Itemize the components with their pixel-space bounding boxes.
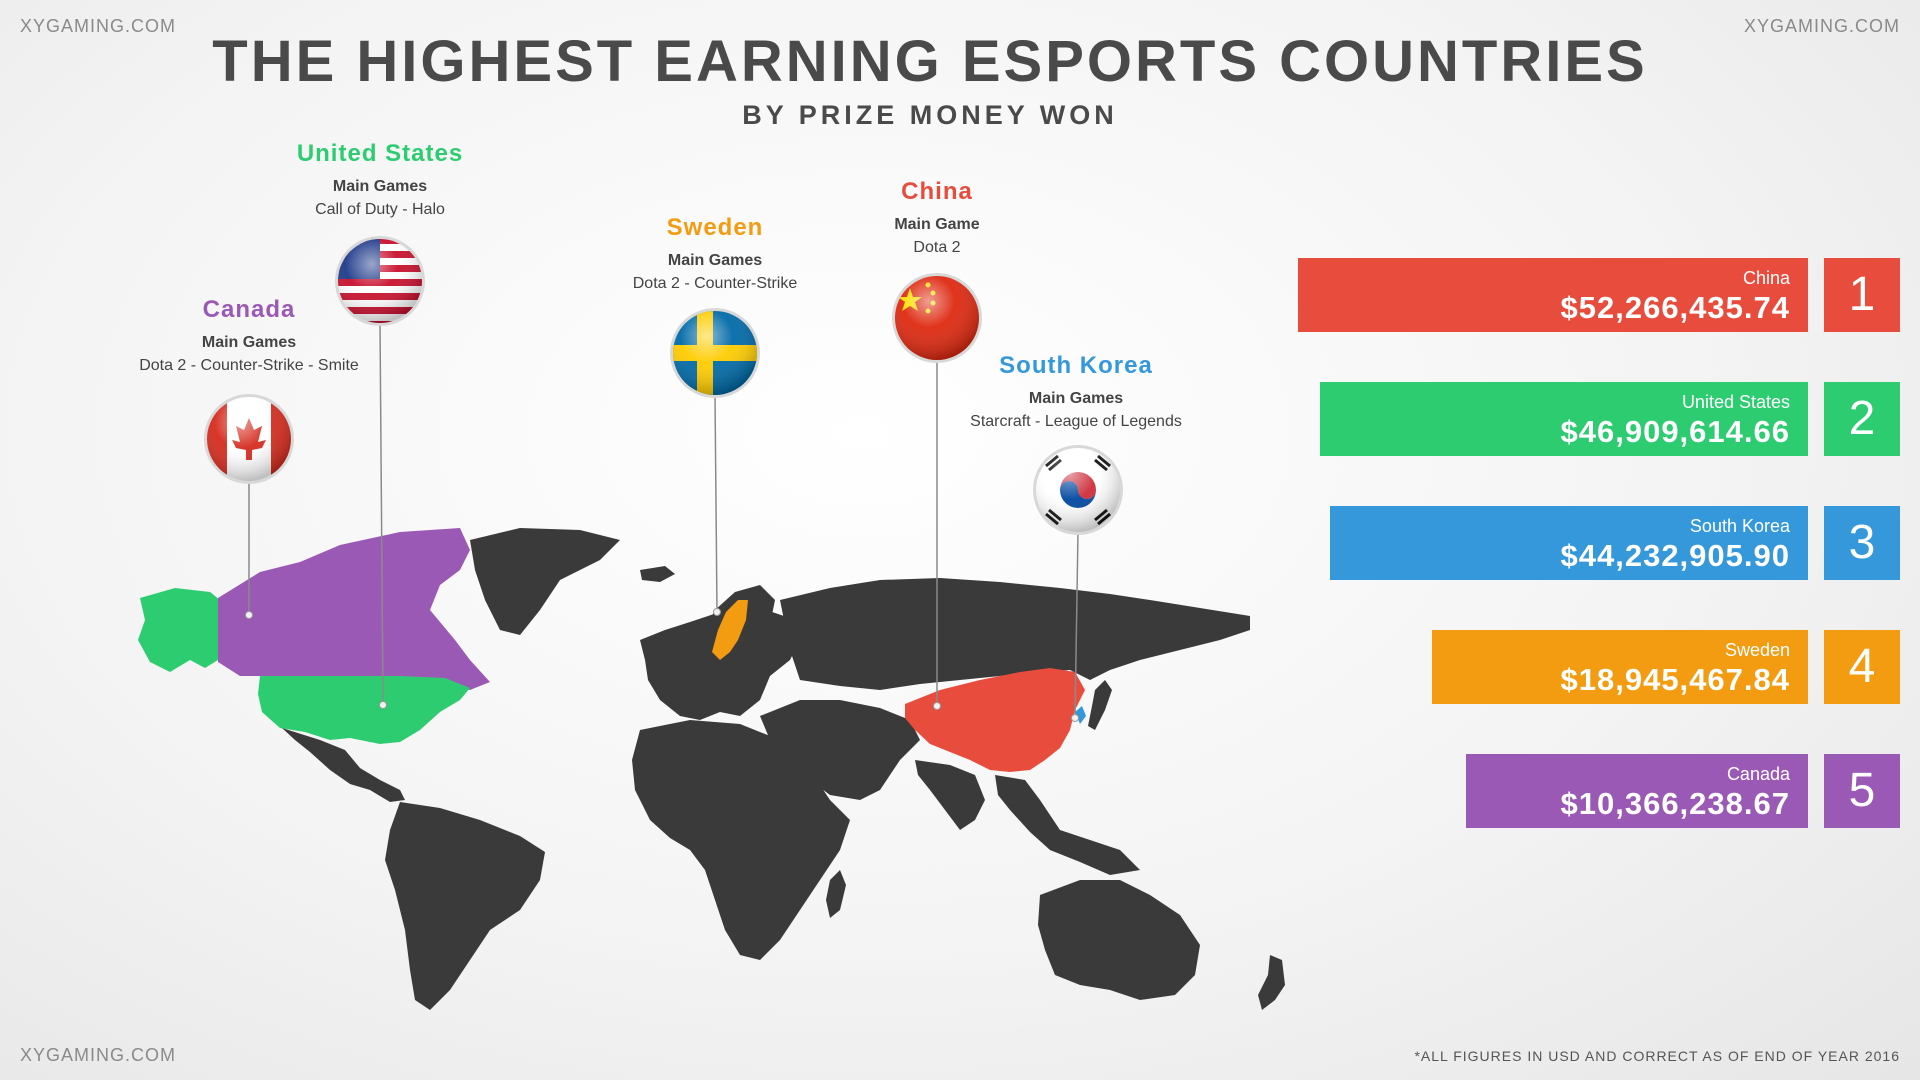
pin-dot-sweden [713,608,721,616]
canada-shape [218,528,490,690]
south-korea-shape [1075,706,1086,724]
pin-dot-us [379,701,387,709]
pin-line-korea [1074,531,1079,719]
chart-subtitle: BY PRIZE MONEY WON [742,100,1118,130]
pin-dot-china [933,702,941,710]
china-shape [905,668,1085,772]
japan-shape [1088,680,1112,730]
rank-bar: United States $46,909,614.66 [1319,382,1808,456]
sweden-flag-icon [670,308,760,398]
usa-shape [258,676,470,744]
callout-games-value: Dota 2 [913,239,961,256]
rank-bar-country: United States [1681,392,1790,412]
madagascar-shape [826,870,846,918]
southeast-asia-shape [995,775,1140,875]
rank-bar-value: $10,366,238.67 [1560,786,1790,821]
rank-bar: Sweden $18,945,467.84 [1431,630,1808,704]
callout-country-name: Canada [202,296,296,323]
callout-games-value: Call of Duty - Halo [315,201,445,218]
callout-games-label: Main Game [894,216,980,233]
rank-number: 5 [1824,754,1900,828]
watermark-top-left: XYGAMING.COM [20,16,177,36]
callout-united-states: United States Main Games Call of Duty - … [200,140,560,219]
rank-bar-country: South Korea [1689,516,1790,536]
russia-shape [780,578,1250,690]
south-america-shape [385,802,545,1010]
rank-row-china: China $52,266,435.74 1 [1298,258,1900,332]
europe-shape [640,608,800,720]
rank-number: 2 [1824,382,1900,456]
rank-bar: China $52,266,435.74 [1298,258,1808,332]
africa-shape [632,720,850,960]
india-shape [915,760,985,830]
footnote: *ALL FIGURES IN USD AND CORRECT AS OF EN… [1414,1048,1900,1064]
callout-country-name: Sweden [666,214,764,241]
australia-shape [1038,880,1200,1000]
canada-flag-icon [204,394,294,484]
rank-bar-value: $44,232,905.90 [1560,538,1790,573]
pin-dot-canada [245,611,253,619]
callout-games-label: Main Games [667,252,763,269]
callout-country-name: United States [296,140,464,167]
watermark-top-right: XYGAMING.COM [1743,16,1900,36]
callout-china: China Main Game Dota 2 [757,178,1117,257]
new-zealand-shape [1258,955,1285,1010]
callout-sweden: Sweden Main Games Dota 2 - Counter-Strik… [535,214,895,293]
pin-dot-korea [1071,714,1079,722]
rank-bar-value: $52,266,435.74 [1560,290,1790,325]
callout-games-label: Main Games [332,178,428,195]
rank-row-south-korea: South Korea $44,232,905.90 3 [1330,506,1900,580]
rank-bar-country: Sweden [1724,640,1790,660]
rank-row-canada: Canada $10,366,238.67 5 [1466,754,1900,828]
greenland-shape [470,528,620,635]
middle-east-shape [760,700,920,800]
rank-bar-country: Canada [1726,764,1790,784]
south-korea-flag-icon [1033,445,1123,535]
rank-row-united-states: United States $46,909,614.66 2 [1319,382,1900,456]
sweden-shape [712,600,748,660]
iceland-shape [640,566,675,582]
callout-games-label: Main Games [1028,390,1124,407]
callout-games-value: Dota 2 - Counter-Strike [632,275,798,292]
world-map [138,236,1285,1010]
callout-games-label: Main Games [201,334,297,351]
pin-line-sweden [714,394,718,613]
rank-row-sweden: Sweden $18,945,467.84 4 [1431,630,1900,704]
rank-number: 4 [1824,630,1900,704]
rank-bar-country: China [1742,268,1790,288]
rank-bar-value: $18,945,467.84 [1560,662,1790,697]
callout-south-korea: South Korea Main Games Starcraft - Leagu… [896,352,1256,431]
rank-number: 1 [1824,258,1900,332]
pin-lines [248,322,1079,719]
callout-games-value: Dota 2 - Counter-Strike - Smite [139,357,359,374]
rank-bar: Canada $10,366,238.67 [1466,754,1808,828]
pin-line-us [379,322,384,706]
china-flag-icon [892,273,982,363]
chart-title: THE HIGHEST EARNING ESPORTS COUNTRIES [212,29,1648,94]
alaska-shape [138,588,220,672]
mexico-shape [282,728,405,802]
rank-bar: South Korea $44,232,905.90 [1330,506,1808,580]
rank-number: 3 [1824,506,1900,580]
callout-canada: Canada Main Games Dota 2 - Counter-Strik… [69,296,429,375]
callout-country-name: South Korea [999,352,1153,379]
callout-country-name: China [901,178,973,205]
rank-bar-value: $46,909,614.66 [1560,414,1790,449]
callout-games-value: Starcraft - League of Legends [970,413,1182,430]
watermark-bottom-left: XYGAMING.COM [20,1045,177,1065]
pin-dots [245,608,1079,722]
